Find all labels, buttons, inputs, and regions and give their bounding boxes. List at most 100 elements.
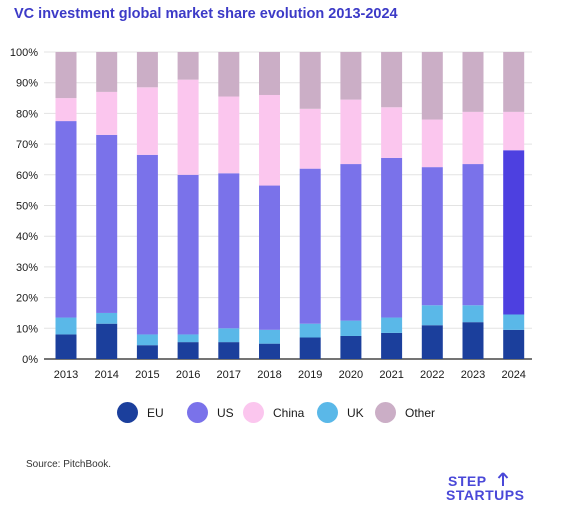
x-tick-label: 2016	[176, 369, 200, 381]
x-tick-label: 2021	[379, 369, 403, 381]
y-tick-label: 90%	[16, 78, 38, 90]
source-note: Source: PitchBook.	[26, 459, 112, 470]
bar-segment-other-2020	[340, 52, 362, 100]
stacked-bar-chart: 0% 10% 20% 30% 40% 50% 60% 70% 80% 90% 100% 2013 20…	[10, 47, 532, 381]
bar-segment-other-2023	[462, 52, 484, 112]
x-tick-label: 2013	[54, 369, 78, 381]
y-tick-label: 60%	[16, 170, 38, 182]
bar-segment-china-2013	[55, 98, 77, 122]
bar-segment-other-2015	[136, 52, 158, 88]
y-tick-label: 20%	[16, 293, 38, 305]
bar-segment-eu-2018	[259, 343, 280, 359]
bar-segment-china-2019	[299, 108, 321, 169]
legend-item-uk: UK	[317, 402, 364, 423]
x-tick-label: 2024	[501, 369, 525, 381]
y-tick-label: 50%	[16, 201, 38, 213]
bar-segment-us-2021	[381, 157, 403, 318]
bar-segment-china-2021	[381, 107, 403, 158]
legend-swatch-uk	[317, 402, 338, 423]
arrow-up-icon	[497, 472, 509, 486]
bar-segment-eu-2020	[340, 335, 362, 359]
y-tick-label: 40%	[16, 231, 38, 243]
bars	[55, 52, 525, 359]
bar-segment-eu-2022	[421, 325, 443, 359]
step-startups-logo: STEP STARTUPS	[446, 472, 546, 504]
x-tick-label: 2023	[461, 369, 485, 381]
bar-segment-eu-2019	[299, 337, 321, 359]
bar-segment-china-2020	[340, 99, 362, 165]
bar-segment-us-2020	[340, 164, 362, 321]
y-tick-label: 80%	[16, 108, 38, 120]
x-tick-label: 2017	[217, 369, 241, 381]
bar-segment-other-2024	[503, 52, 525, 112]
y-tick-label: 70%	[16, 139, 38, 151]
bar-segment-eu-2015	[136, 345, 158, 359]
bar-segment-us-2015	[136, 154, 158, 335]
bar-segment-china-2017	[218, 96, 240, 174]
x-axis-tick-labels: 2013 2014 2015 2016 2017 2018 2019 2020 2021 2022…	[54, 369, 526, 381]
legend-label-uk: UK	[347, 405, 364, 420]
logo-line-2: STARTUPS	[446, 487, 525, 503]
legend-swatch-other	[375, 402, 396, 423]
bar-segment-uk-2020	[340, 320, 362, 336]
bar-segment-eu-2013	[55, 334, 77, 359]
legend-item-china: China	[243, 402, 304, 423]
legend: EU US China UK Other	[0, 402, 579, 426]
bar-segment-uk-2015	[136, 334, 158, 346]
bar-segment-eu-2023	[462, 322, 484, 359]
bar-segment-uk-2016	[177, 334, 199, 343]
bar-segment-china-2018	[259, 94, 280, 186]
bar-segment-us-2014	[96, 134, 118, 313]
bar-segment-uk-2021	[381, 317, 403, 333]
bar-segment-us-2016	[177, 174, 199, 335]
bar-segment-china-2022	[421, 119, 443, 168]
bar-segment-uk-2017	[218, 328, 240, 343]
y-tick-label: 0%	[22, 354, 38, 366]
bar-segment-us-2022	[421, 167, 443, 306]
bar-segment-eu-2016	[177, 342, 199, 359]
bar-segment-uk-2013	[55, 317, 77, 335]
bar-segment-uk-2019	[299, 323, 321, 338]
bar-segment-uk-2022	[421, 305, 443, 326]
y-tick-label: 10%	[16, 323, 38, 335]
bar-segment-other-2019	[299, 52, 321, 109]
legend-label-china: China	[273, 405, 305, 420]
x-tick-label: 2014	[94, 369, 118, 381]
legend-label-eu: EU	[147, 405, 164, 420]
legend-swatch-eu	[117, 402, 138, 423]
bar-segment-us-2023	[462, 164, 484, 306]
bar-segment-other-2014	[96, 52, 118, 92]
gridlines	[44, 51, 532, 360]
bar-segment-eu-2024	[503, 329, 525, 359]
bar-segment-us-2018	[259, 185, 280, 330]
bar-segment-china-2014	[96, 91, 118, 135]
legend-item-eu: EU	[117, 402, 164, 423]
bar-segment-other-2018	[259, 52, 280, 95]
logo-line-1: STEP	[448, 473, 487, 489]
legend-item-us: US	[187, 402, 234, 423]
legend-swatch-china	[243, 402, 264, 423]
legend-label-other: Other	[405, 405, 436, 420]
bar-segment-uk-2018	[259, 329, 280, 344]
bar-segment-us-2017	[218, 173, 240, 329]
bar-segment-us-2019	[299, 168, 321, 324]
bar-segment-china-2015	[136, 87, 158, 155]
y-tick-label: 30%	[16, 262, 38, 274]
x-tick-label: 2019	[298, 369, 322, 381]
bar-segment-china-2016	[177, 79, 199, 175]
bar-segment-china-2023	[462, 111, 484, 165]
legend-label-us: US	[217, 405, 234, 420]
bar-segment-us-2013	[55, 121, 77, 318]
y-tick-label: 100%	[10, 47, 38, 59]
bar-segment-eu-2017	[218, 342, 240, 359]
legend-swatch-us	[187, 402, 208, 423]
bar-segment-other-2013	[55, 52, 77, 99]
x-tick-label: 2020	[339, 369, 363, 381]
bar-segment-other-2016	[177, 52, 199, 80]
bar-segment-uk-2014	[96, 312, 118, 324]
y-axis-tick-labels: 0% 10% 20% 30% 40% 50% 60% 70% 80% 90% 100%	[10, 47, 38, 366]
bar-segment-other-2017	[218, 52, 240, 97]
x-tick-label: 2015	[135, 369, 159, 381]
chart-title: VC investment global market share evolut…	[14, 6, 398, 22]
x-tick-label: 2022	[420, 369, 444, 381]
